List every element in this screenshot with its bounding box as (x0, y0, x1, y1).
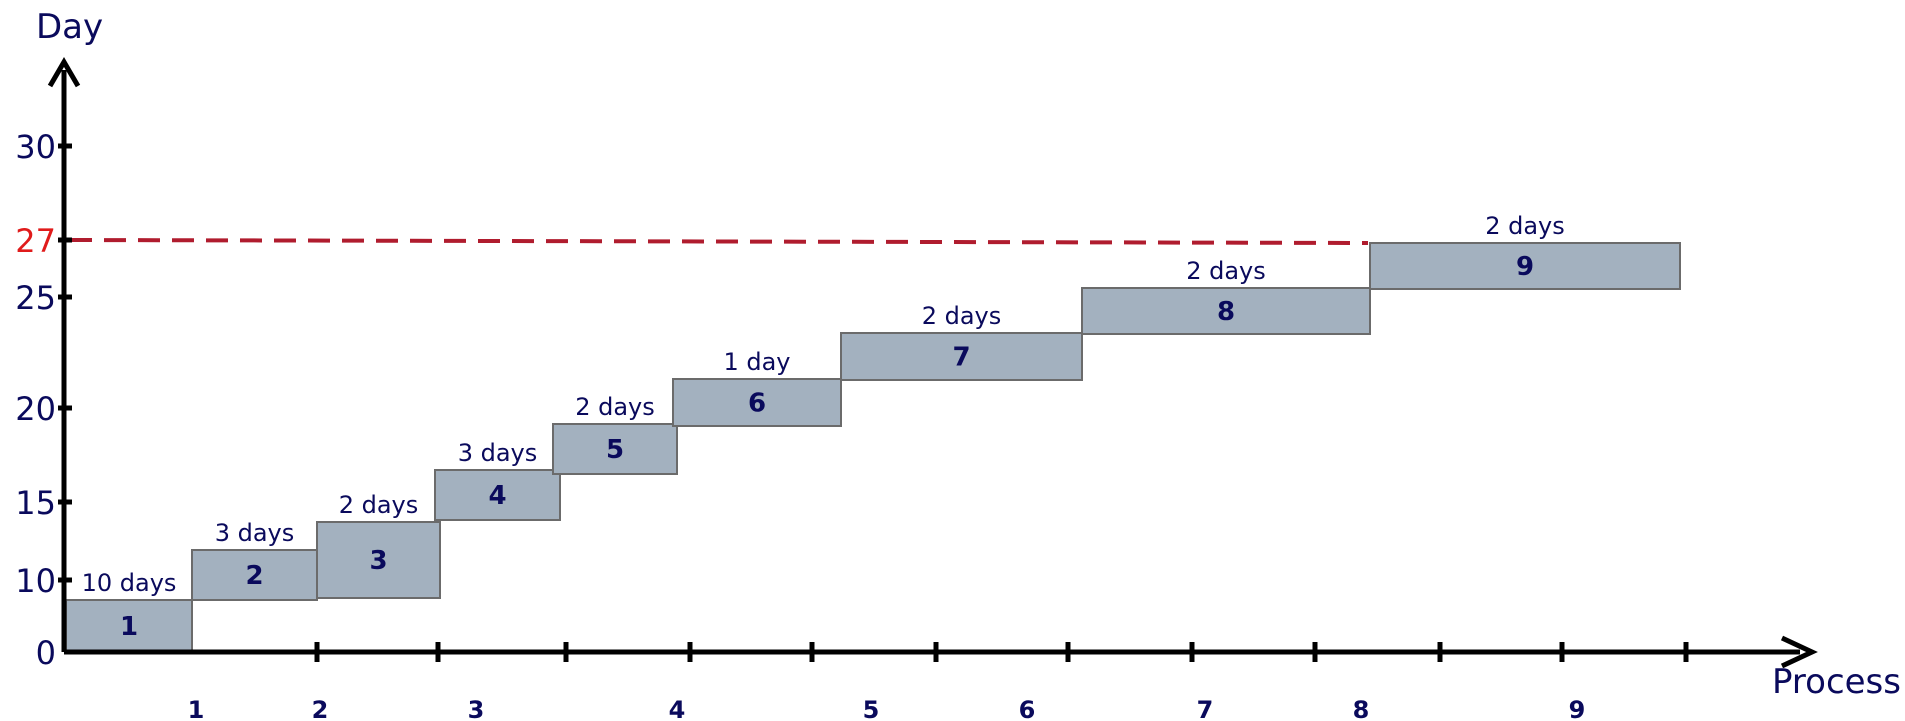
x-axis-arrowhead (1780, 635, 1818, 669)
x-tick-label: 4 (669, 696, 686, 721)
x-tick-label: 9 (1569, 696, 1586, 721)
process-step: 3 2 days (316, 491, 441, 599)
y-tick-label: 15 (15, 484, 56, 522)
x-tick-label: 6 (1019, 696, 1036, 721)
process-box (191, 549, 318, 601)
process-number: 1 (120, 612, 138, 642)
process-number: 3 (369, 546, 387, 576)
x-tick-label: 1 (188, 696, 205, 721)
process-boxes: 1 10 days 2 3 days 3 2 days 4 3 days 5 2 days 6 1 d… (65, 212, 1681, 653)
duration-label: 2 days (339, 491, 419, 519)
process-number: 6 (748, 389, 766, 419)
y-axis-title: Day (36, 7, 103, 47)
x-tick-label: 7 (1197, 696, 1214, 721)
process-step: 1 10 days (65, 569, 193, 653)
x-tick-label: 5 (863, 696, 880, 721)
duration-label: 2 days (922, 302, 1002, 330)
duration-label: 3 days (215, 519, 295, 547)
process-number: 4 (488, 481, 506, 511)
process-step: 2 3 days (191, 519, 318, 601)
duration-label: 2 days (1186, 257, 1266, 285)
x-tick-label: 2 (312, 696, 329, 721)
process-step: 7 2 days (840, 302, 1083, 381)
process-box (552, 423, 678, 475)
x-tick-label: 3 (468, 696, 485, 721)
y-tick-label: 10 (15, 562, 56, 600)
x-axis-title: Process (1772, 662, 1901, 702)
process-step: 5 2 days (552, 393, 678, 475)
duration-label: 2 days (575, 393, 655, 421)
deadline-dashed-line (69, 238, 1369, 245)
process-box (316, 521, 441, 599)
process-step: 4 3 days (434, 439, 561, 521)
y-ticks: 0 10 15 20 25 30 27 (15, 128, 72, 672)
process-box (434, 469, 561, 521)
y-tick-label: 30 (15, 128, 56, 166)
process-box (672, 378, 842, 427)
x-ticks: 1 2 3 4 5 6 7 8 9 (188, 642, 1689, 721)
y-tick-label: 20 (15, 390, 56, 428)
process-number: 7 (952, 343, 970, 373)
y-axis-arrowhead (47, 57, 81, 88)
duration-label: 3 days (458, 439, 538, 467)
process-step: 9 2 days (1369, 212, 1681, 290)
x-tick-label: 8 (1353, 696, 1370, 721)
process-number: 8 (1217, 297, 1235, 327)
process-step: 8 2 days (1081, 257, 1371, 335)
y-tick-label: 0 (36, 634, 56, 672)
y-tick-label: 25 (15, 279, 56, 317)
process-number: 9 (1516, 252, 1534, 282)
process-number: 5 (606, 435, 624, 465)
axes (47, 57, 1818, 669)
process-box (1081, 287, 1371, 335)
deadline-line (69, 238, 1369, 245)
process-box (840, 332, 1083, 381)
duration-label: 10 days (82, 569, 177, 597)
process-box (1369, 242, 1681, 290)
duration-label: 1 day (723, 348, 790, 376)
y-tick-label-highlight: 27 (15, 222, 56, 260)
process-number: 2 (245, 561, 263, 591)
process-step: 6 1 day (672, 348, 842, 427)
duration-label: 2 days (1485, 212, 1565, 240)
